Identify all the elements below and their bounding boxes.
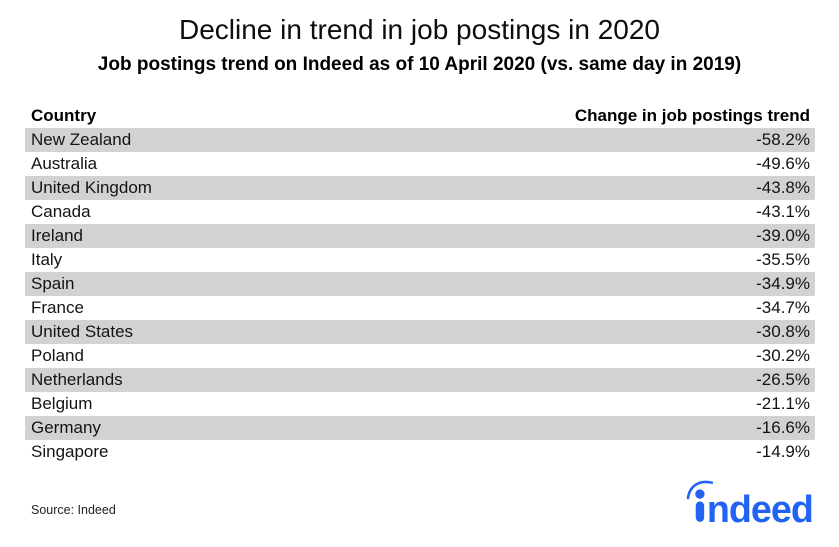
indeed-logo-icon: ndeed xyxy=(686,480,813,528)
infographic-page: Decline in trend in job postings in 2020… xyxy=(0,13,839,529)
table-row: Ireland -39.0% xyxy=(25,224,815,248)
table-row: United Kingdom -43.8% xyxy=(25,176,815,200)
country-cell: Ireland xyxy=(31,226,83,245)
change-cell: -34.9% xyxy=(756,274,810,293)
job-postings-table: Country Change in job postings trend New… xyxy=(25,104,815,464)
table-header-row: Country Change in job postings trend xyxy=(25,104,815,128)
country-cell: Germany xyxy=(31,418,101,437)
country-cell: Spain xyxy=(31,274,75,293)
change-cell: -58.2% xyxy=(756,130,810,149)
logo-swoosh-arc xyxy=(686,480,714,500)
change-cell: -30.8% xyxy=(756,322,810,341)
change-cell: -35.5% xyxy=(756,250,810,269)
change-cell: -30.2% xyxy=(756,346,810,365)
table-row: Canada -43.1% xyxy=(25,200,815,224)
logo-wordmark: ndeed xyxy=(707,488,813,528)
table-body: New Zealand -58.2% Australia -49.6% United K… xyxy=(25,128,815,464)
column-header-change: Change in job postings trend xyxy=(574,106,810,125)
footer: Source: Indeed ndeed xyxy=(31,477,813,529)
country-cell: Australia xyxy=(31,154,98,173)
logo-i-stem xyxy=(695,501,705,522)
logo-i-dot xyxy=(695,489,705,499)
source-note: Source: Indeed xyxy=(31,503,116,517)
change-cell: -43.8% xyxy=(756,178,810,197)
table-row: Australia -49.6% xyxy=(25,152,815,176)
country-cell: United Kingdom xyxy=(31,178,152,197)
country-cell: New Zealand xyxy=(31,130,132,149)
table-row: Italy -35.5% xyxy=(25,248,815,272)
country-cell: Poland xyxy=(31,346,84,365)
table-row: Singapore -14.9% xyxy=(25,440,815,464)
country-cell: United States xyxy=(31,322,134,341)
country-cell: Singapore xyxy=(31,442,109,461)
change-cell: -26.5% xyxy=(756,370,810,389)
table-row: New Zealand -58.2% xyxy=(25,128,815,152)
change-cell: -14.9% xyxy=(756,442,810,461)
country-cell: Belgium xyxy=(31,394,93,413)
change-cell: -34.7% xyxy=(756,298,810,317)
country-cell: Netherlands xyxy=(31,370,123,389)
table-row: Germany -16.6% xyxy=(25,416,815,440)
indeed-logo: ndeed xyxy=(686,478,813,528)
change-cell: -49.6% xyxy=(756,154,810,173)
country-cell: Canada xyxy=(31,202,91,221)
page-title: Decline in trend in job postings in 2020 xyxy=(179,14,660,45)
column-header-country: Country xyxy=(31,106,97,125)
country-cell: Italy xyxy=(31,250,63,269)
change-cell: -16.6% xyxy=(756,418,810,437)
table-row: United States -30.8% xyxy=(25,320,815,344)
change-cell: -43.1% xyxy=(756,202,810,221)
table-row: Spain -34.9% xyxy=(25,272,815,296)
change-cell: -21.1% xyxy=(756,394,810,413)
table-row: Belgium -21.1% xyxy=(25,392,815,416)
table-row: Netherlands -26.5% xyxy=(25,368,815,392)
country-cell: France xyxy=(31,298,84,317)
page-subtitle: Job postings trend on Indeed as of 10 Ap… xyxy=(97,54,742,75)
change-cell: -39.0% xyxy=(756,226,810,245)
table-row: France -34.7% xyxy=(25,296,815,320)
table-row: Poland -30.2% xyxy=(25,344,815,368)
